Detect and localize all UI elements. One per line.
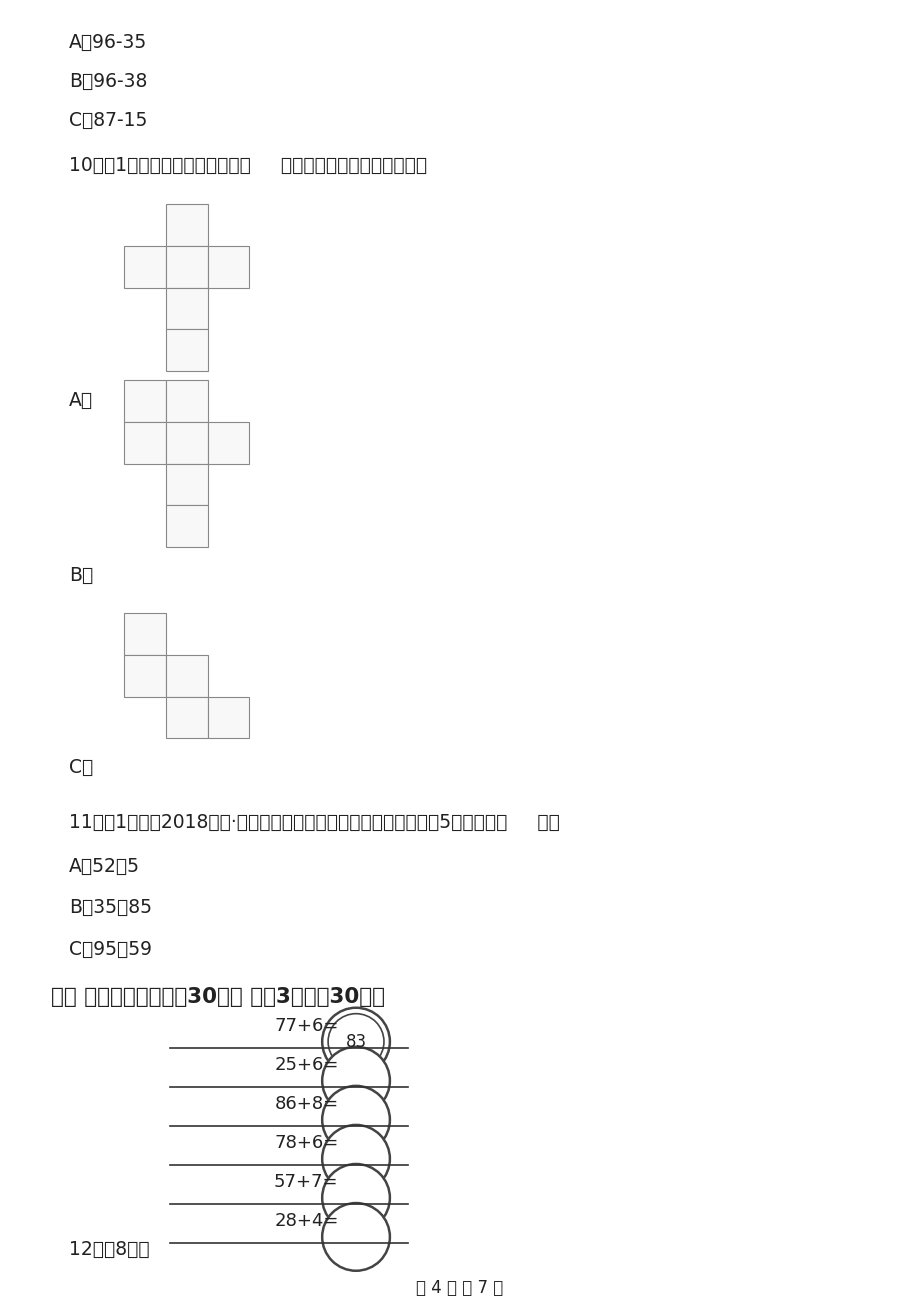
Bar: [165, 204, 208, 246]
Ellipse shape: [328, 1014, 383, 1069]
Text: 86+8=: 86+8=: [274, 1095, 338, 1113]
Bar: [124, 246, 165, 288]
Text: 第 4 页 共 7 页: 第 4 页 共 7 页: [416, 1279, 503, 1297]
Ellipse shape: [322, 1203, 390, 1271]
Text: 28+4=: 28+4=: [274, 1212, 338, 1230]
Bar: [208, 697, 249, 738]
Bar: [124, 380, 165, 422]
Bar: [165, 464, 208, 505]
Text: 83: 83: [346, 1032, 366, 1051]
Text: 77+6=: 77+6=: [274, 1017, 338, 1035]
Bar: [124, 613, 165, 655]
Bar: [208, 422, 249, 464]
Text: 三、 细心算一算。（共30分） （共3题；共30分）: 三、 细心算一算。（共30分） （共3题；共30分）: [51, 987, 384, 1006]
Bar: [124, 655, 165, 697]
Text: 10．（1分）下面三个图形中，（     ）不是正方体的表面展开图。: 10．（1分）下面三个图形中，（ ）不是正方体的表面展开图。: [69, 156, 426, 176]
Ellipse shape: [322, 1008, 390, 1075]
Text: 57+7=: 57+7=: [274, 1173, 338, 1191]
Text: C．: C．: [69, 758, 93, 777]
Bar: [165, 246, 208, 288]
Text: A．: A．: [69, 391, 93, 410]
Text: 78+6=: 78+6=: [274, 1134, 338, 1152]
Text: B．96-38: B．96-38: [69, 72, 147, 91]
Text: C．95；59: C．95；59: [69, 940, 152, 960]
Bar: [165, 380, 208, 422]
Bar: [124, 422, 165, 464]
Bar: [165, 422, 208, 464]
Bar: [208, 246, 249, 288]
Text: A．52；5: A．52；5: [69, 857, 140, 876]
Ellipse shape: [322, 1164, 390, 1232]
Bar: [165, 329, 208, 371]
Text: B．: B．: [69, 566, 93, 586]
Text: B．35；85: B．35；85: [69, 898, 152, 918]
Text: C．87-15: C．87-15: [69, 111, 147, 130]
Bar: [165, 288, 208, 329]
Text: 25+6=: 25+6=: [274, 1056, 338, 1074]
Text: 12．（8分）: 12．（8分）: [69, 1240, 150, 1259]
Ellipse shape: [322, 1086, 390, 1154]
Bar: [165, 655, 208, 697]
Bar: [165, 697, 208, 738]
Ellipse shape: [322, 1125, 390, 1193]
Text: 11．（1分）（2018一下·盐田期末）在下面各组数中，个位数都是5的一组是（     ）。: 11．（1分）（2018一下·盐田期末）在下面各组数中，个位数都是5的一组是（ …: [69, 812, 560, 832]
Bar: [165, 505, 208, 547]
Ellipse shape: [322, 1047, 390, 1115]
Text: A．96-35: A．96-35: [69, 33, 147, 52]
